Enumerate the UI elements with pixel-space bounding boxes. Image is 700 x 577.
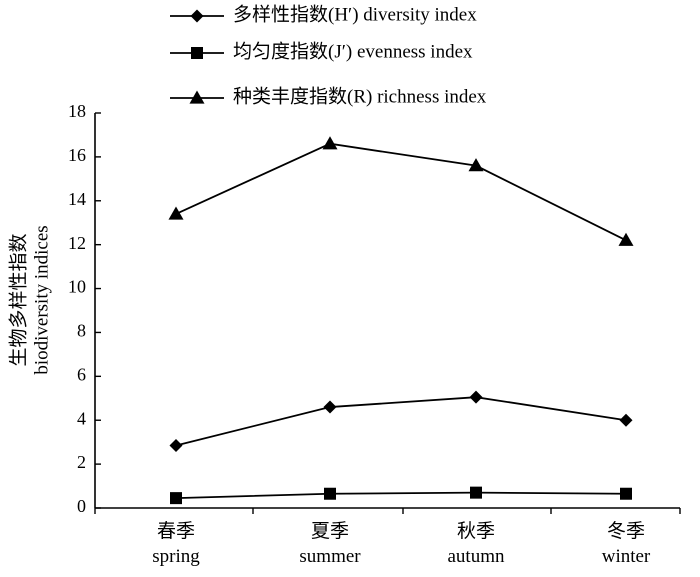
y-axis-title-zh: 生物多样性指数 [7,233,29,366]
data-point-square [470,486,482,499]
x-tick-label-zh: 夏季 [311,520,349,542]
legend: 多样性指数(H′) diversity index 均匀度指数(J′) evenn… [170,3,487,107]
y-tick-label: 10 [68,277,86,297]
data-point-square [324,487,336,500]
series-line [175,396,627,447]
legend-label: 种类丰度指数(R) richness index [233,85,487,107]
x-tick-label-en: autumn [448,546,505,567]
x-tick-label-zh: 秋季 [457,520,495,542]
data-point-triangle [468,158,484,172]
series-diamond [169,390,633,452]
legend-label: 多样性指数(H′) diversity index [233,3,477,25]
legend-marker-square [191,47,203,59]
y-tick-label: 18 [68,101,86,121]
y-tick-label: 4 [77,408,86,428]
y-axis-title-en: biodiversity indices [31,225,52,374]
series-line [175,491,627,500]
data-point-square [170,492,182,505]
data-point-triangle [322,136,338,150]
y-tick-label: 0 [77,496,86,516]
y-tick-label: 16 [68,145,86,165]
y-tick-label: 6 [77,364,86,384]
x-tick-label-zh: 冬季 [607,520,645,542]
x-tick-label-en: spring [152,546,200,567]
legend-item: 均匀度指数(J′) evenness index [170,40,473,62]
legend-item: 多样性指数(H′) diversity index [170,3,477,25]
data-point-diamond [469,390,483,404]
y-tick-label: 12 [68,233,86,253]
legend-marker-diamond [190,9,204,23]
series-layer [168,136,634,505]
legend-item: 种类丰度指数(R) richness index [170,85,487,107]
data-point-diamond [169,438,183,452]
series-line [175,142,627,242]
legend-label: 均匀度指数(J′) evenness index [233,40,473,62]
axes: 0 2 4 6 8 10 12 14 16 18 春季 spring 夏季 summer 秋季 autumn 冬… [68,101,681,567]
data-point-square [620,487,632,500]
y-tick-label: 14 [68,189,86,209]
x-tick-label-en: summer [299,546,361,567]
series-square [170,486,632,505]
y-axis-title: 生物多样性指数 biodiversity indices [7,225,52,374]
y-tick-label: 2 [77,452,86,472]
data-point-diamond [323,400,337,414]
data-point-triangle [168,206,184,220]
data-point-diamond [619,413,633,427]
legend-marker-triangle [189,90,205,104]
x-tick-label-en: winter [602,546,651,567]
series-triangle [168,136,634,246]
y-tick-label: 8 [77,321,86,341]
data-point-triangle [618,232,634,246]
x-tick-label-zh: 春季 [157,520,195,542]
